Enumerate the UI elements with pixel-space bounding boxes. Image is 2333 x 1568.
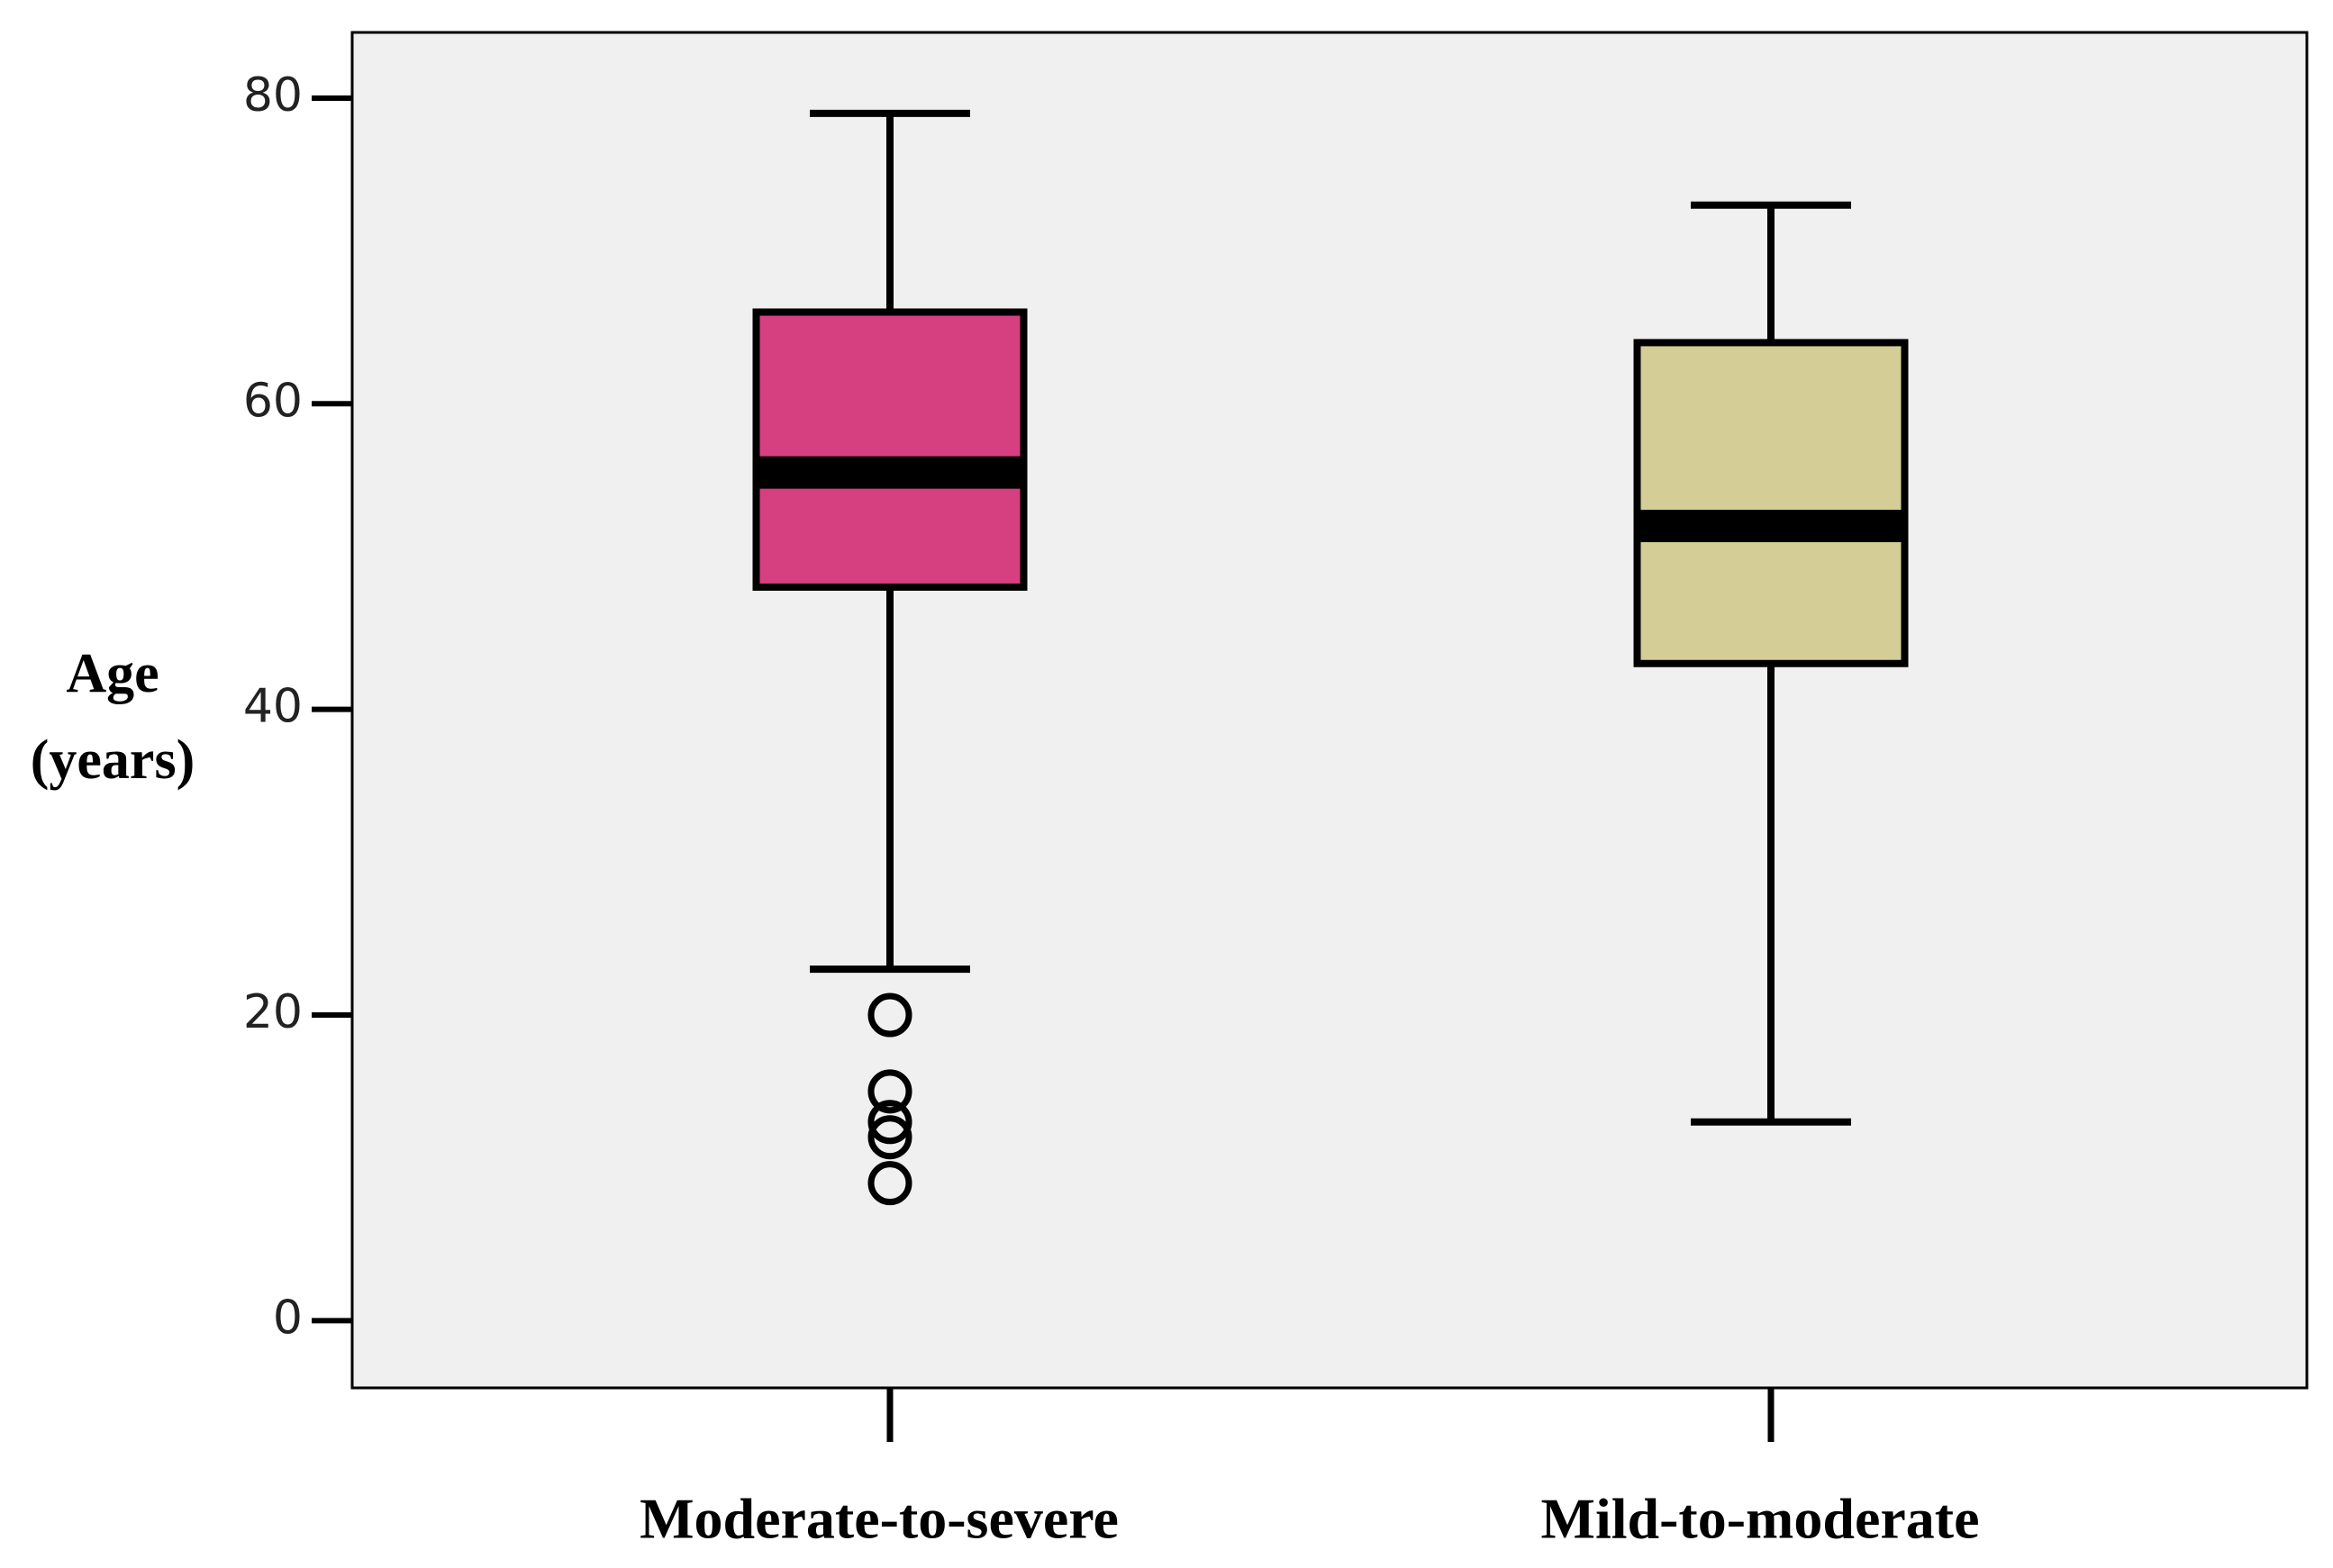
outlier [867, 992, 912, 1038]
y-tick-label: 80 [243, 68, 303, 122]
y-axis-label: Age (years) [30, 643, 195, 791]
box [1633, 339, 1909, 667]
outlier [867, 1069, 912, 1114]
x-tick-label: Moderate-to-severe [640, 1487, 1119, 1551]
y-tick-label: 20 [243, 985, 303, 1039]
outlier [867, 1115, 912, 1160]
y-tick-label: 60 [243, 374, 303, 428]
y-tick-label: 40 [243, 680, 303, 734]
plot-area [350, 31, 2309, 1390]
y-tick-label: 0 [273, 1291, 303, 1345]
outlier [867, 1100, 912, 1145]
x-tick-label: Mild-to-moderate [1541, 1487, 1980, 1551]
outlier [867, 1161, 912, 1206]
box [752, 308, 1028, 591]
